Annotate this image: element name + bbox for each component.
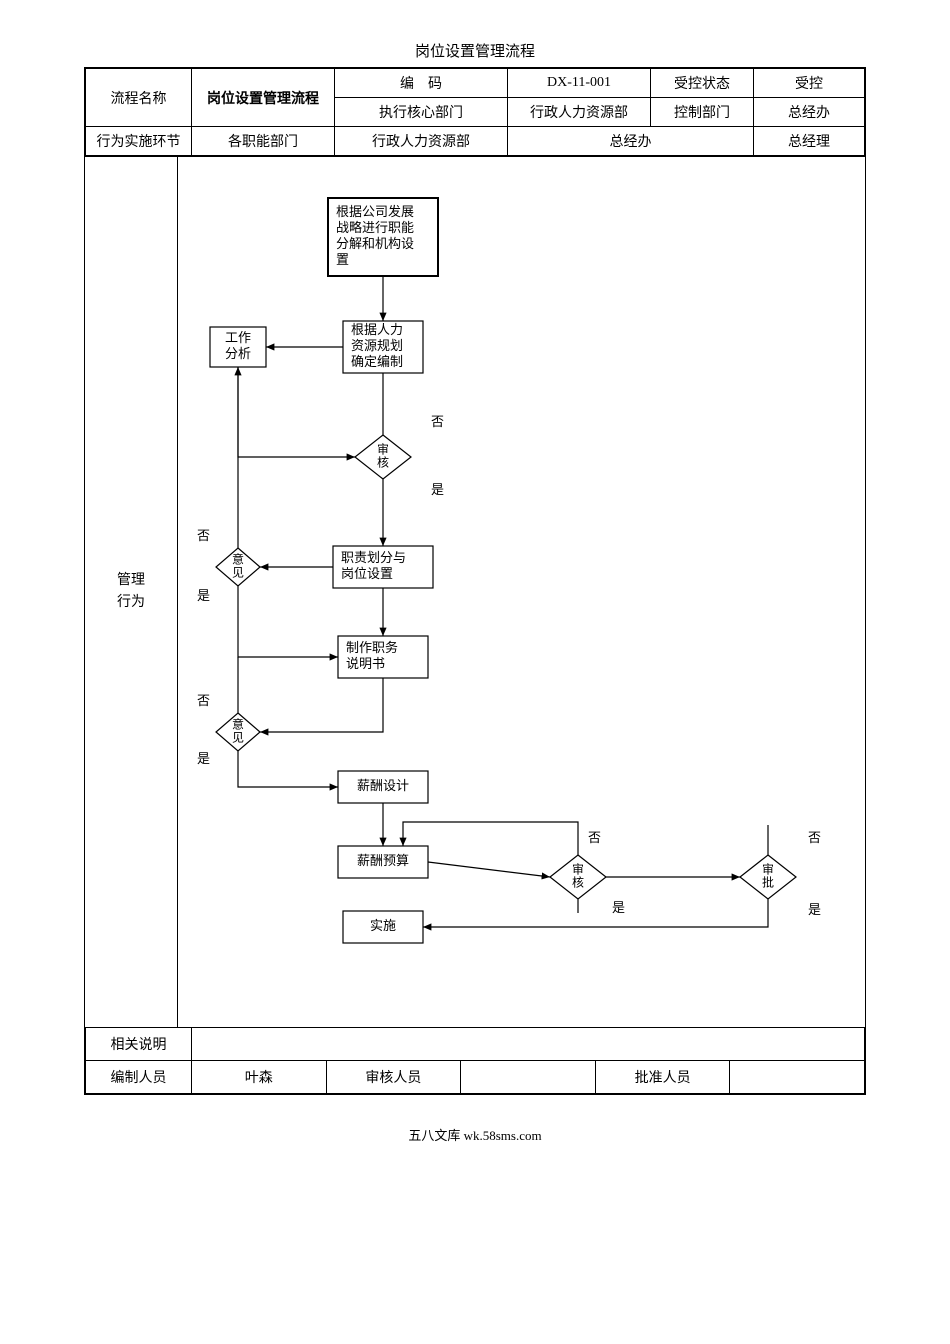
svg-text:确定编制: 确定编制 <box>351 354 403 369</box>
hdr-core-dept-label: 执行核心部门 <box>335 98 508 127</box>
svg-text:资源规划: 资源规划 <box>351 338 403 353</box>
svg-text:说明书: 说明书 <box>346 656 385 671</box>
author-label: 编制人员 <box>86 1061 192 1094</box>
svg-text:审: 审 <box>377 441 389 456</box>
lane-col-3: 总经办 <box>508 127 754 156</box>
footer-row-notes: 相关说明 <box>86 1028 865 1061</box>
svg-text:置: 置 <box>336 252 349 267</box>
hdr-ctrl-dept-label: 控制部门 <box>651 98 754 127</box>
flow-section-label: 管理 行为 <box>85 157 178 1027</box>
svg-text:制作职务: 制作职务 <box>346 640 398 655</box>
svg-text:分析: 分析 <box>225 346 251 361</box>
svg-text:意: 意 <box>232 716 244 731</box>
svg-text:战略进行职能: 战略进行职能 <box>336 220 414 235</box>
svg-text:是: 是 <box>197 751 210 766</box>
approver-value <box>730 1061 865 1094</box>
hdr-ctrl-dept-value: 总经办 <box>754 98 865 127</box>
svg-text:意: 意 <box>232 551 244 566</box>
hdr-process-name-value: 岗位设置管理流程 <box>192 69 335 127</box>
svg-text:分解和机构设: 分解和机构设 <box>336 236 414 251</box>
svg-text:核: 核 <box>377 455 389 469</box>
svg-text:是: 是 <box>612 900 625 915</box>
hdr-status-label: 受控状态 <box>651 69 754 98</box>
svg-text:否: 否 <box>197 528 210 543</box>
svg-text:岗位设置: 岗位设置 <box>341 566 393 581</box>
flow-wrap: 管理 行为 根据公司发展战略进行职能分解和机构设置根据人力资源规划确定编制 工作分… <box>85 156 865 1027</box>
svg-text:根据人力: 根据人力 <box>351 322 403 337</box>
svg-text:否: 否 <box>197 693 210 708</box>
svg-text:批: 批 <box>762 874 774 889</box>
svg-text:职责划分与: 职责划分与 <box>341 550 406 565</box>
hdr-status-value: 受控 <box>754 69 865 98</box>
svg-text:是: 是 <box>808 902 821 917</box>
footer-table: 相关说明 编制人员 叶森 审核人员 批准人员 <box>85 1027 865 1094</box>
svg-text:否: 否 <box>808 830 821 845</box>
header-table: 流程名称 岗位设置管理流程 编 码 DX-11-001 受控状态 受控 执行核心… <box>85 68 865 156</box>
notes-label: 相关说明 <box>86 1028 192 1061</box>
svg-text:见: 见 <box>232 565 244 579</box>
svg-text:根据公司发展: 根据公司发展 <box>336 204 414 219</box>
lane-col-4: 总经理 <box>754 127 865 156</box>
page-footer: 五八文库 wk.58sms.com <box>60 1125 890 1144</box>
flowchart-svg: 根据公司发展战略进行职能分解和机构设置根据人力资源规划确定编制工作分析审核职责划… <box>178 157 865 1027</box>
svg-text:否: 否 <box>431 414 444 429</box>
reviewer-label: 审核人员 <box>326 1061 461 1094</box>
svg-text:工作: 工作 <box>225 330 251 345</box>
svg-text:审: 审 <box>572 861 584 876</box>
lane-col-2: 行政人力资源部 <box>335 127 508 156</box>
hdr-code-label: 编 码 <box>335 69 508 98</box>
notes-value <box>192 1028 865 1061</box>
svg-text:否: 否 <box>588 830 601 845</box>
svg-text:薪酬设计: 薪酬设计 <box>357 778 409 793</box>
lane-header-label: 行为实施环节 <box>86 127 192 156</box>
hdr-code-value: DX-11-001 <box>508 69 651 98</box>
lane-header-row: 行为实施环节 各职能部门 行政人力资源部 总经办 总经理 <box>86 127 865 156</box>
svg-text:审: 审 <box>762 861 774 876</box>
flowchart-area: 根据公司发展战略进行职能分解和机构设置根据人力资源规划确定编制工作分析审核职责划… <box>178 157 865 1027</box>
svg-text:实施: 实施 <box>370 918 396 933</box>
footer-row-signers: 编制人员 叶森 审核人员 批准人员 <box>86 1061 865 1094</box>
lane-col-1: 各职能部门 <box>192 127 335 156</box>
page-title: 岗位设置管理流程 <box>60 40 890 61</box>
svg-text:见: 见 <box>232 730 244 744</box>
approver-label: 批准人员 <box>595 1061 730 1094</box>
svg-text:是: 是 <box>197 588 210 603</box>
header-row-1: 流程名称 岗位设置管理流程 编 码 DX-11-001 受控状态 受控 <box>86 69 865 98</box>
hdr-process-name-label: 流程名称 <box>86 69 192 127</box>
svg-text:核: 核 <box>572 875 584 889</box>
reviewer-value <box>461 1061 596 1094</box>
svg-text:薪酬预算: 薪酬预算 <box>357 853 409 868</box>
hdr-core-dept-value: 行政人力资源部 <box>508 98 651 127</box>
svg-text:是: 是 <box>431 482 444 497</box>
author-value: 叶森 <box>192 1061 327 1094</box>
document-frame: 流程名称 岗位设置管理流程 编 码 DX-11-001 受控状态 受控 执行核心… <box>84 67 866 1095</box>
